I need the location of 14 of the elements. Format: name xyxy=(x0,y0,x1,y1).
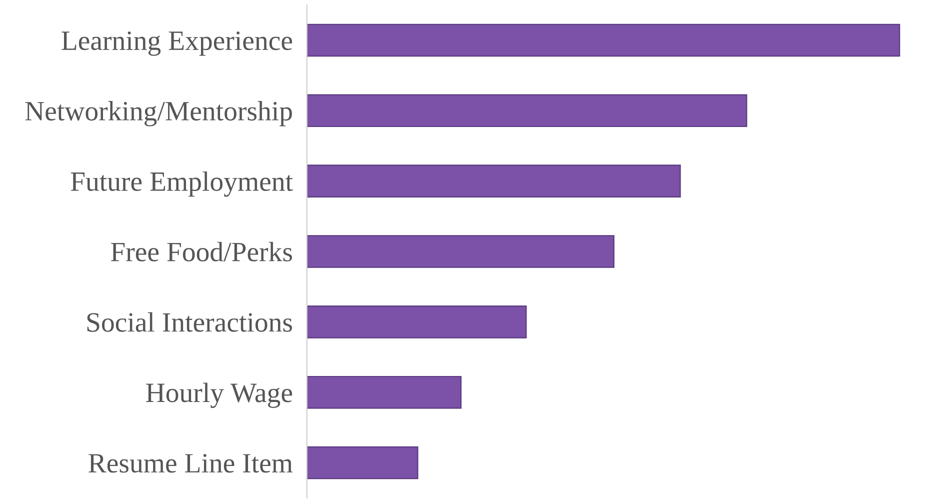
bar xyxy=(306,376,462,409)
y-tick-label: Networking/Mentorship xyxy=(25,101,292,126)
y-tick-label: Learning Experience xyxy=(62,31,292,56)
y-tick-label: Future Employment xyxy=(70,171,293,197)
y-tick-label: Hourly Wage xyxy=(146,382,292,408)
y-tick-label: Social Interactions xyxy=(87,312,292,332)
y-tick-label: Resume Line Item xyxy=(88,454,293,473)
bar xyxy=(306,24,900,57)
bar xyxy=(306,306,527,338)
bar xyxy=(306,94,748,128)
bar xyxy=(306,235,614,268)
bar xyxy=(306,446,418,480)
bar xyxy=(306,164,681,198)
y-tick-label: Free Food/Perks xyxy=(110,242,292,262)
